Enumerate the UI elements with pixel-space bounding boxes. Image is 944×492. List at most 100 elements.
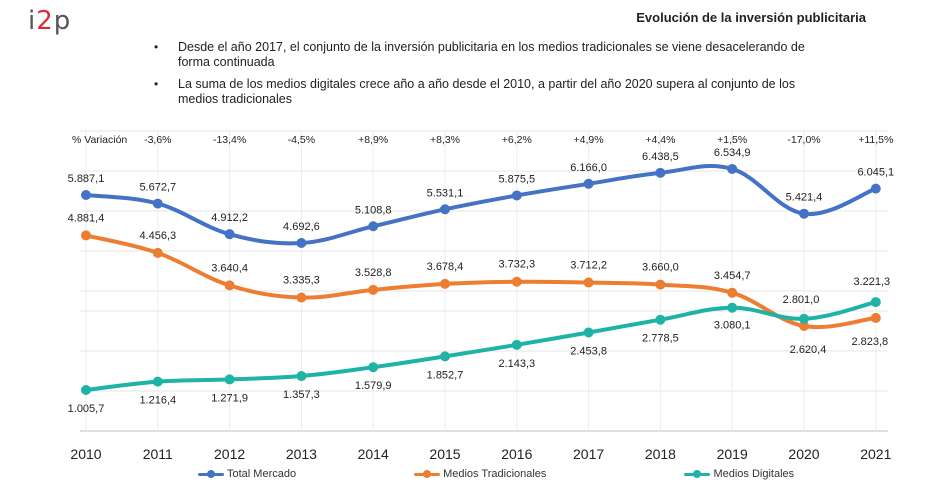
data-label: 3.454,7 [714,270,751,282]
data-point [870,312,881,323]
data-label: 3.712,2 [570,260,607,272]
legend-swatch [198,469,224,478]
series-line [84,233,878,329]
data-label: 2.778,5 [642,333,679,345]
x-tick-label: 2020 [788,446,819,462]
bullet-list: Desde el año 2017, el conjunto de la inv… [152,40,832,114]
data-label: 4.456,3 [139,230,176,242]
data-label: 5.108,8 [355,204,392,216]
data-point [870,297,881,308]
series-line [84,300,878,392]
data-label: 6.534,9 [714,147,751,159]
data-label: 5.531,1 [427,187,464,199]
data-label: 1.005,7 [68,403,105,415]
x-tick-label: 2019 [717,446,748,462]
x-tick-label: 2017 [573,446,604,462]
legend-label: Medios Tradicionales [443,468,547,480]
x-tick-label: 2018 [645,446,676,462]
data-point [224,374,235,385]
data-label: 1.852,7 [427,369,464,381]
data-label: 5.887,1 [68,173,105,185]
legend-item: Medios Tradicionales [414,468,546,480]
data-label: 1.357,3 [283,389,320,401]
data-label: 2.620,4 [790,344,827,356]
data-point [81,230,91,241]
data-label: 2.801,0 [783,294,820,306]
data-label: 3.528,8 [355,267,392,279]
data-point [152,198,163,209]
x-tick-label: 2011 [143,446,173,462]
variation-value: +4,4% [645,134,675,146]
legend-swatch [684,469,711,478]
data-point [81,190,91,200]
data-label: 4.881,4 [68,212,105,224]
legend-item: Total Mercado [198,468,296,480]
data-point [511,339,522,350]
data-label: 2.143,3 [498,358,535,370]
data-label: 4.692,6 [283,221,320,233]
data-label: 1.216,4 [139,395,176,407]
data-label: 6.166,0 [570,162,607,174]
x-tick-label: 2010 [70,446,101,462]
data-label: 2.453,8 [570,345,607,357]
data-point [296,238,307,248]
data-point [224,280,235,291]
data-label: 4.912,2 [211,212,248,224]
data-point [152,247,163,258]
data-point [727,163,738,174]
data-label: 3.678,4 [427,261,464,273]
data-point [799,208,809,219]
x-tick-label: 2013 [286,446,317,462]
data-point [368,362,379,373]
data-point [727,287,738,298]
data-label: 5.421,4 [786,192,823,204]
data-label: 3.640,4 [211,262,248,274]
data-point [368,221,379,232]
data-point [583,178,594,189]
data-point [655,279,666,290]
data-label: 3.335,3 [283,275,320,287]
variation-value: -3,6% [144,134,171,146]
data-label: 3.732,3 [498,259,535,271]
data-point [81,385,91,395]
x-tick-label: 2012 [214,446,245,462]
data-label: 3.080,1 [714,320,751,332]
data-point [799,321,809,331]
data-point [368,284,379,295]
variation-value: -13,4% [213,134,246,146]
data-point [870,183,881,194]
data-label: 5.672,7 [139,182,176,194]
data-point [440,204,450,215]
data-point [583,277,594,288]
variation-value: +8,9% [358,134,388,146]
page-title: Evolución de la inversión publicitaria [636,10,866,25]
bullet-item: Desde el año 2017, el conjunto de la inv… [152,40,832,70]
data-label: 2.823,8 [851,336,888,348]
data-point [799,313,809,324]
data-point [655,167,666,178]
brand-logo: i2p [28,6,72,36]
variation-value: +1,5% [717,134,747,146]
variation-value: -4,5% [288,134,315,146]
variation-value: -17,0% [787,134,820,146]
data-point [655,314,666,325]
x-tick-label: 2014 [358,446,389,462]
data-label: 1.579,9 [355,380,392,392]
x-tick-label: 2015 [429,446,460,462]
x-tick-label: 2016 [501,446,532,462]
legend-label: Total Mercado [227,468,297,480]
data-label: 1.271,9 [211,392,248,404]
variation-value: +4,9% [574,134,604,146]
data-point [296,292,307,303]
series-line [84,164,878,246]
data-label: 6.438,5 [642,151,679,163]
data-point [224,229,235,240]
data-label: 3.660,0 [642,262,679,274]
data-point [511,276,522,287]
variation-value: +11,5% [858,134,893,146]
data-label: 5.875,5 [498,173,535,185]
data-point [440,351,450,362]
variation-label: % Variación [72,134,127,146]
variation-value: +6,2% [502,134,532,146]
